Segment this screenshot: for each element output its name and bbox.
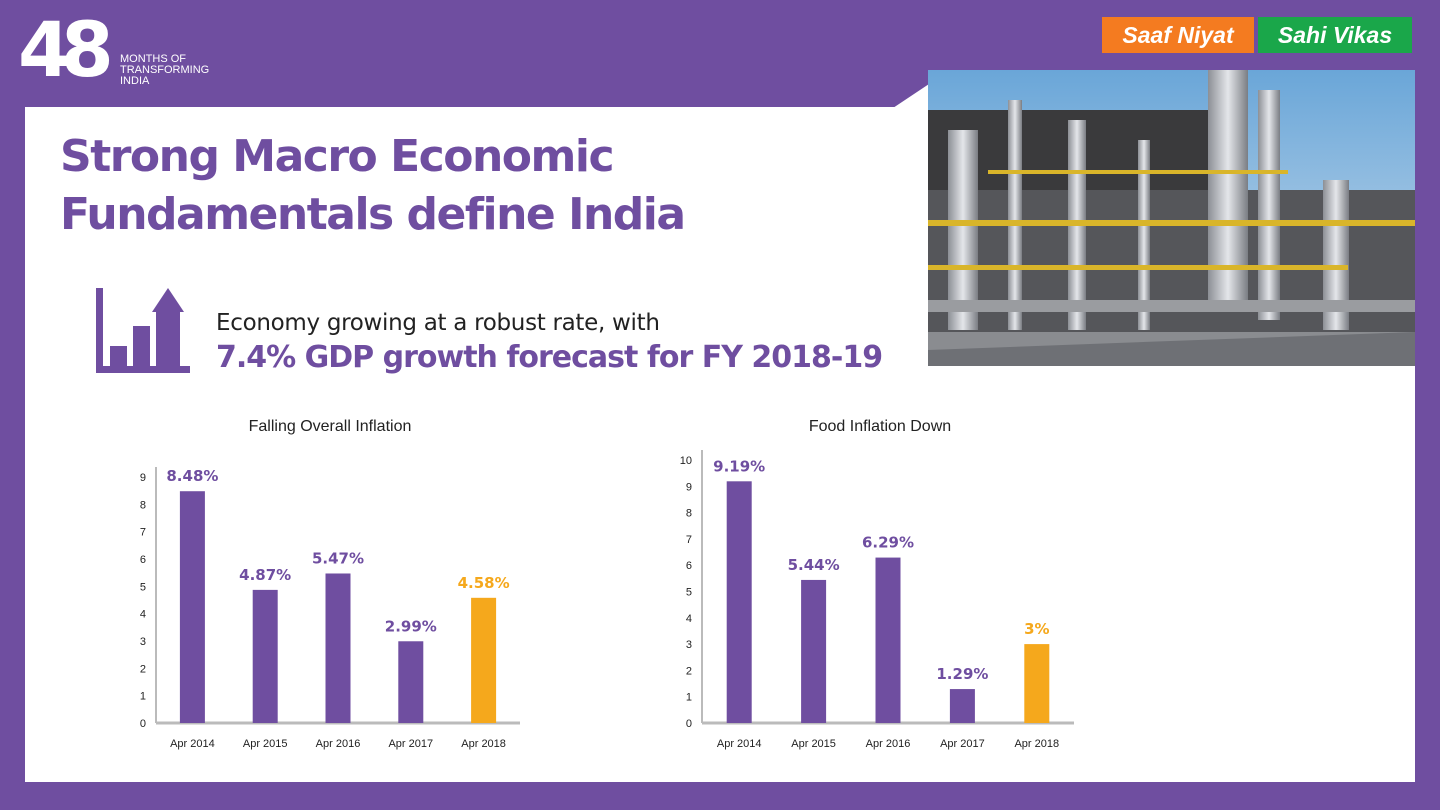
y-tick-label: 6 — [140, 554, 146, 566]
y-tick-label: 4 — [686, 613, 692, 625]
y-tick-label: 2 — [686, 665, 692, 677]
y-tick-label: 9 — [140, 472, 146, 484]
food-inflation-chart: 0 1 2 3 4 5 6 7 8 9 10 9.19% Apr 2014 5.44% Apr 2015 6.… — [660, 410, 1100, 760]
gdp-forecast-text: 7.4% GDP growth forecast for FY 2018-19 — [216, 340, 883, 375]
y-tick-label: 5 — [140, 581, 146, 593]
y-tick-label: 2 — [140, 663, 146, 675]
y-tick-label: 7 — [140, 527, 146, 539]
chart-title: Food Inflation Down — [808, 418, 952, 435]
slogan-sahi-vikas: Sahi Vikas — [1258, 17, 1412, 53]
bar — [252, 589, 278, 723]
refinery-photo — [928, 70, 1415, 366]
logo-line: MONTHS OF — [120, 53, 186, 65]
y-tick-label: 7 — [686, 534, 692, 546]
data-label: 1.29% — [936, 665, 988, 683]
y-tick-label: 3 — [140, 636, 146, 648]
y-tick-label: 0 — [686, 718, 692, 730]
bar — [325, 573, 351, 723]
bar — [1024, 644, 1050, 723]
data-label: 5.47% — [312, 549, 364, 567]
logo-line: INDIA — [120, 75, 150, 87]
x-tick-label: Apr 2017 — [940, 738, 985, 750]
bar — [398, 641, 424, 723]
x-tick-label: Apr 2018 — [461, 738, 506, 750]
data-label: 8.48% — [166, 467, 218, 485]
x-tick-label: Apr 2015 — [243, 738, 288, 750]
y-tick-label: 1 — [140, 691, 146, 703]
logo-line: TRANSFORMING — [120, 64, 210, 76]
y-tick-label: 9 — [686, 481, 692, 493]
bar — [179, 491, 205, 723]
data-label: 4.87% — [239, 566, 291, 584]
bar — [471, 597, 497, 723]
y-tick-label: 0 — [140, 718, 146, 730]
growth-text: Economy growing at a robust rate, with — [216, 310, 660, 336]
logo-text: MONTHS OF TRANSFORMING INDIA — [120, 54, 209, 87]
y-tick-label: 3 — [686, 639, 692, 651]
data-label: 4.58% — [458, 574, 510, 592]
bar-chart-growth-icon — [96, 288, 192, 374]
overall-inflation-chart: 0 1 2 3 4 5 6 7 8 9 8.48% Apr 2014 4.87% Apr 2015 5.47… — [120, 410, 540, 760]
y-tick-label: 5 — [686, 587, 692, 599]
data-label: 3% — [1024, 620, 1049, 638]
y-tick-label: 6 — [686, 560, 692, 572]
bar — [875, 557, 901, 723]
x-tick-label: Apr 2016 — [866, 738, 911, 750]
x-tick-label: Apr 2016 — [316, 738, 361, 750]
data-label: 6.29% — [862, 534, 914, 552]
y-tick-label: 4 — [140, 609, 146, 621]
x-tick-label: Apr 2015 — [791, 738, 836, 750]
data-label: 5.44% — [788, 556, 840, 574]
overall-inflation-plot: 0 1 2 3 4 5 6 7 8 9 8.48% Apr 2014 4.87% Apr 2015 5.47… — [140, 467, 520, 750]
slogan-saaf-niyat: Saaf Niyat — [1102, 17, 1254, 53]
y-tick-label: 1 — [686, 692, 692, 704]
48-months-logo: 48 MONTHS OF TRANSFORMING INDIA — [18, 10, 258, 96]
y-tick-label: 8 — [686, 508, 692, 520]
bar — [726, 481, 752, 723]
x-tick-label: Apr 2014 — [717, 738, 762, 750]
x-tick-label: Apr 2017 — [388, 738, 433, 750]
y-tick-label: 8 — [140, 499, 146, 511]
title-line: Strong Macro Economic — [60, 131, 615, 182]
data-label: 9.19% — [713, 457, 765, 475]
y-tick-label: 10 — [680, 455, 692, 467]
page-title: Strong Macro Economic Fundamentals defin… — [60, 128, 880, 244]
bar — [949, 689, 975, 723]
bar — [801, 579, 827, 723]
logo-number: 48 — [18, 5, 114, 94]
x-tick-label: Apr 2018 — [1014, 738, 1059, 750]
data-label: 2.99% — [385, 617, 437, 635]
chart-title: Falling Overall Inflation — [248, 418, 412, 435]
x-tick-label: Apr 2014 — [170, 738, 215, 750]
title-line: Fundamentals define India — [60, 189, 686, 240]
food-inflation-plot: 0 1 2 3 4 5 6 7 8 9 10 9.19% Apr 2014 5.44% Apr 2015 6.… — [680, 450, 1074, 750]
